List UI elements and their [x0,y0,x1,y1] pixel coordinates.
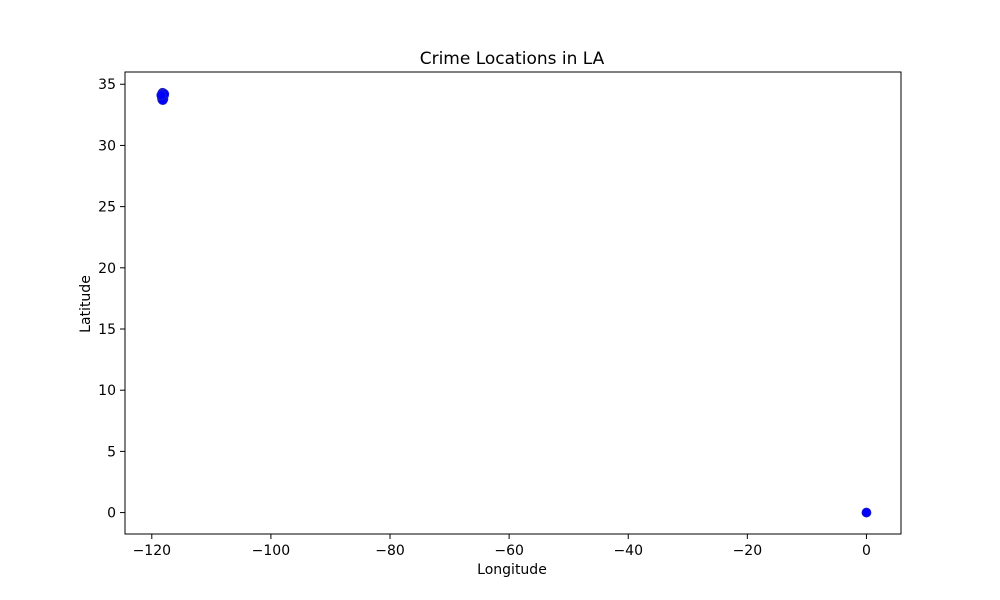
y-tick-label: 25 [98,200,116,216]
x-tick-label: −40 [613,543,643,559]
y-tick-label: 0 [107,506,116,522]
y-tick-label: 30 [98,138,116,154]
y-axis-label: Latitude [78,275,94,333]
y-tick-label: 5 [107,444,116,460]
y-tick-label: 10 [98,383,116,399]
data-point [156,90,167,101]
points-layer [156,87,872,518]
x-tick-label: −60 [494,543,524,559]
y-tick-label: 20 [98,261,116,277]
data-point [861,507,872,518]
x-axis-label: Longitude [477,562,547,578]
chart-title: Crime Locations in LA [420,49,605,69]
plot-frame [124,71,902,535]
x-axis-ticks: −120 −100 −80 −60 −40 −20 0 [133,534,871,559]
x-tick-label: −80 [375,543,405,559]
x-tick-label: −120 [133,543,171,559]
y-tick-label: 15 [98,322,116,338]
x-tick-label: −20 [733,543,763,559]
x-tick-label: −100 [252,543,290,559]
y-axis-ticks: 0 5 10 15 20 25 30 35 [98,77,125,522]
x-tick-label: 0 [862,543,871,559]
y-tick-label: 35 [98,77,116,93]
